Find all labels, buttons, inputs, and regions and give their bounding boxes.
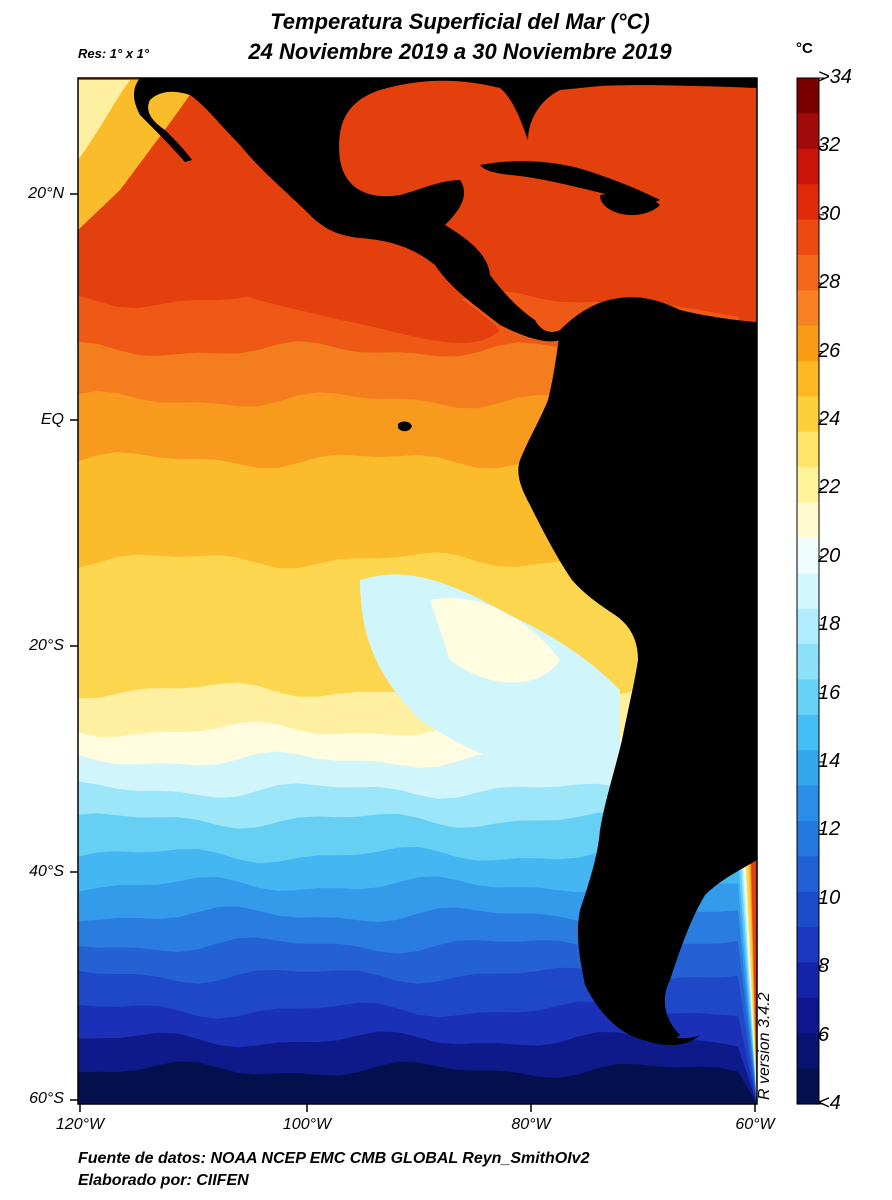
colorbar-label: >34 bbox=[818, 66, 852, 88]
colorbar-swatch bbox=[797, 431, 819, 468]
colorbar-label: 30 bbox=[818, 202, 841, 225]
cool-patch-baja bbox=[78, 80, 200, 230]
colorbar-label: 16 bbox=[818, 681, 841, 704]
colorbar-label: 26 bbox=[818, 339, 841, 362]
colorbar-swatch bbox=[797, 644, 819, 681]
colorbar-swatch bbox=[797, 290, 819, 327]
colorbar-swatch bbox=[797, 254, 819, 291]
colorbar-label: 12 bbox=[818, 818, 841, 841]
colorbar-swatch bbox=[797, 113, 819, 150]
colorbar-label: <4 bbox=[818, 1092, 841, 1114]
colorbar-swatch bbox=[797, 891, 819, 928]
land-masses bbox=[134, 78, 757, 1046]
colorbar-unit: °C bbox=[796, 40, 813, 57]
lon-label-120w: 120°W bbox=[55, 1116, 105, 1133]
ocean-band bbox=[78, 1061, 757, 1104]
colorbar-label: 20 bbox=[818, 544, 841, 567]
colorbar-swatch bbox=[797, 608, 819, 645]
colorbar-swatch bbox=[797, 396, 819, 433]
colorbar-swatch bbox=[797, 856, 819, 893]
colorbar-swatch bbox=[797, 785, 819, 822]
colorbar-swatch bbox=[797, 325, 819, 362]
colorbar-swatch bbox=[797, 467, 819, 504]
land-galapagos bbox=[398, 421, 412, 432]
warm-pool-pacific bbox=[150, 224, 500, 343]
colorbar-swatch bbox=[797, 502, 819, 539]
lon-label-60w: 60°W bbox=[735, 1116, 775, 1133]
colorbar-swatch bbox=[797, 361, 819, 398]
colorbar-swatch bbox=[797, 679, 819, 716]
lon-label-80w: 80°W bbox=[511, 1116, 551, 1133]
warm-sst-patches bbox=[78, 80, 757, 782]
map-frame bbox=[77, 77, 758, 1105]
colorbar-swatch bbox=[797, 997, 819, 1034]
colorbar-swatch bbox=[797, 714, 819, 751]
warm-pool-caribbean bbox=[520, 157, 757, 320]
colorbar-label: 24 bbox=[818, 408, 841, 430]
colorbar-swatch bbox=[797, 962, 819, 999]
colorbar-swatch bbox=[797, 78, 819, 114]
colorbar-label: 28 bbox=[818, 271, 841, 294]
lat-label-60s: 60°S bbox=[29, 1090, 64, 1107]
colorbar-swatch bbox=[797, 820, 819, 857]
colorbar-swatch bbox=[797, 750, 819, 787]
map-title: Temperatura Superficial del Mar (°C) bbox=[270, 9, 650, 34]
colorbar-label: 32 bbox=[818, 134, 841, 157]
resolution-label: Res: 1° x 1° bbox=[78, 46, 150, 61]
land-hispaniola bbox=[600, 193, 660, 216]
colorbar-swatch bbox=[797, 537, 819, 574]
r-version-watermark: R version 3.4.2 bbox=[756, 992, 773, 1100]
colorbar-label: 6 bbox=[818, 1023, 830, 1046]
colorbar-label: 18 bbox=[818, 613, 841, 636]
colorbar-swatch bbox=[797, 184, 819, 221]
colorbar-label: 10 bbox=[818, 886, 841, 909]
colorbar-swatch bbox=[797, 927, 819, 964]
map-subtitle: 24 Noviembre 2019 a 30 Noviembre 2019 bbox=[248, 39, 672, 64]
lat-label-40s: 40°S bbox=[29, 863, 64, 880]
cool-core bbox=[430, 598, 560, 683]
land-cuba bbox=[480, 161, 660, 203]
lat-label-eq: EQ bbox=[40, 411, 64, 428]
colorbar-swatch bbox=[797, 573, 819, 610]
land-south-america bbox=[518, 297, 757, 1043]
colorbar-label: 14 bbox=[818, 750, 841, 772]
colorbar-label: 22 bbox=[818, 476, 841, 499]
colorbar-label: 8 bbox=[818, 955, 830, 978]
colorbar bbox=[796, 77, 824, 1105]
land-north-america bbox=[134, 78, 757, 342]
data-source: Fuente de datos: NOAA NCEP EMC CMB GLOBA… bbox=[78, 1150, 590, 1167]
colorbar-swatch bbox=[797, 219, 819, 256]
cool-patch-baja-coast bbox=[78, 80, 130, 160]
colorbar-frame bbox=[796, 77, 820, 1105]
lat-label-20n: 20°N bbox=[28, 185, 64, 202]
colorbar-swatch bbox=[797, 1068, 819, 1105]
land-chiloe-islands bbox=[590, 960, 700, 1046]
lon-label-100w: 100°W bbox=[282, 1116, 332, 1133]
credits: Elaborado por: CIIFEN bbox=[78, 1172, 249, 1189]
colorbar-swatch bbox=[797, 148, 819, 185]
lat-label-20s: 20°S bbox=[29, 637, 64, 654]
colorbar-swatch bbox=[797, 1033, 819, 1070]
axis-ticks bbox=[70, 193, 756, 1112]
